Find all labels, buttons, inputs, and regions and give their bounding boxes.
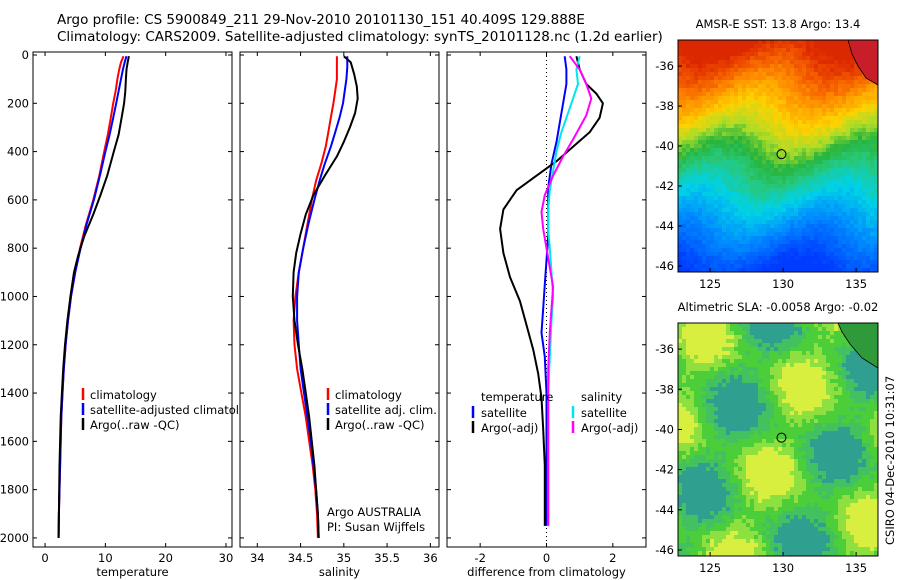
profile-panel-2: 34 34.5 35 35.5 36 salinity climatologysatelli… xyxy=(239,51,440,579)
x-tick-label: 35 xyxy=(337,551,352,565)
y-tick-label: -38 xyxy=(655,382,674,396)
argo-location-marker xyxy=(776,149,787,160)
y-tick-label: -38 xyxy=(655,99,674,113)
y-tick-label: 1600 xyxy=(0,434,29,448)
y-tick-label: -40 xyxy=(655,139,674,153)
legend-label: satellite xyxy=(581,406,627,420)
x-tick-label: 34 xyxy=(250,551,265,565)
series-line-2 xyxy=(499,55,604,526)
series-line-4 xyxy=(540,55,593,526)
y-tick-label: 2000 xyxy=(0,531,29,545)
annotation-pi: PI: Susan Wijffels xyxy=(327,520,425,534)
x-axis-label: difference from climatology xyxy=(467,565,626,579)
x-axis-label: temperature xyxy=(96,565,168,579)
y-tick-label: 600 xyxy=(7,193,29,207)
x-axis-label: salinity xyxy=(319,565,360,579)
y-tick-label: -36 xyxy=(655,342,674,356)
map-frame xyxy=(677,39,879,273)
legend-label: Argo(-adj) xyxy=(481,421,538,435)
legend-label: satellite adj. clim. xyxy=(335,403,437,417)
y-tick-label: -46 xyxy=(655,543,674,557)
legend-label: Argo(-adj) xyxy=(581,421,638,435)
legend-label: Argo(..raw -QC) xyxy=(90,418,180,432)
y-tick-label: -42 xyxy=(655,463,674,477)
y-tick-label: 1000 xyxy=(0,289,29,303)
profile-panel-1: 0 200 400 600 800 1000 1200 1400 1600 1800 2000 0 10… xyxy=(0,48,253,579)
x-tick-label: -2 xyxy=(474,551,485,565)
argo-location-marker xyxy=(776,432,787,443)
legend-label: climatology xyxy=(335,388,402,402)
x-tick-label: 10 xyxy=(98,551,113,565)
y-tick-label: 400 xyxy=(7,145,29,159)
x-tick-label: 30 xyxy=(219,551,234,565)
x-tick-label: 135 xyxy=(845,561,867,575)
series-line-3 xyxy=(291,55,359,538)
x-tick-label: 130 xyxy=(772,561,794,575)
y-tick-label: -44 xyxy=(655,503,674,517)
y-tick-label: -46 xyxy=(655,259,674,273)
x-tick-label: 130 xyxy=(772,277,794,291)
map-title: Altimetric SLA: -0.0058 Argo: -0.02 xyxy=(678,300,879,314)
map-field xyxy=(678,40,878,272)
x-tick-label: 125 xyxy=(699,561,721,575)
y-tick-label: 1200 xyxy=(0,338,29,352)
y-tick-label: 1800 xyxy=(0,483,29,497)
map-title: AMSR-E SST: 13.8 Argo: 13.4 xyxy=(696,17,861,31)
legend-label: satellite-adjusted climatolog xyxy=(90,403,253,417)
legend-label: Argo(..raw -QC) xyxy=(335,418,425,432)
x-tick-label: 125 xyxy=(699,277,721,291)
map-frame xyxy=(677,322,879,557)
legend-header-temperature: temperature xyxy=(481,390,553,404)
x-tick-label: 36 xyxy=(423,551,438,565)
x-tick-label: 34.5 xyxy=(288,551,314,565)
y-tick-label: -40 xyxy=(655,422,674,436)
sst-map: AMSR-E SST: 13.8 Argo: 13.4 -36 -38 -40 -42 -… xyxy=(655,17,879,291)
timestamp-stamp: CSIRO 04-Dec-2010 10:31:07 xyxy=(883,376,897,545)
map-field xyxy=(678,323,878,556)
panel-frame xyxy=(32,51,233,548)
annotation-argo-australia: Argo AUSTRALIA xyxy=(327,505,421,519)
x-tick-label: 0 xyxy=(41,551,48,565)
y-tick-label: 200 xyxy=(7,96,29,110)
y-tick-label: 1400 xyxy=(0,386,29,400)
x-tick-label: 0 xyxy=(543,551,550,565)
x-tick-label: 35.5 xyxy=(374,551,400,565)
figure-title-line-2: Climatology: CARS2009. Satellite-adjuste… xyxy=(57,29,663,45)
y-tick-label: 800 xyxy=(7,241,29,255)
series-line-3 xyxy=(57,56,130,538)
legend-label: climatology xyxy=(90,388,157,402)
y-tick-label: 0 xyxy=(22,48,29,62)
x-tick-label: 20 xyxy=(158,551,173,565)
sla-map: Altimetric SLA: -0.0058 Argo: -0.02 -36 -3… xyxy=(655,300,879,575)
panel-frame xyxy=(239,51,440,548)
legend-label: satellite xyxy=(481,406,527,420)
y-tick-label: -36 xyxy=(655,59,674,73)
x-tick-label: 135 xyxy=(845,277,867,291)
y-tick-label: -44 xyxy=(655,219,674,233)
x-tick-label: 2 xyxy=(609,551,616,565)
y-tick-label: -42 xyxy=(655,179,674,193)
legend-header-salinity: salinity xyxy=(581,390,622,404)
figure-title-line-1: Argo profile: CS 5900849_211 29-Nov-2010… xyxy=(57,12,585,28)
